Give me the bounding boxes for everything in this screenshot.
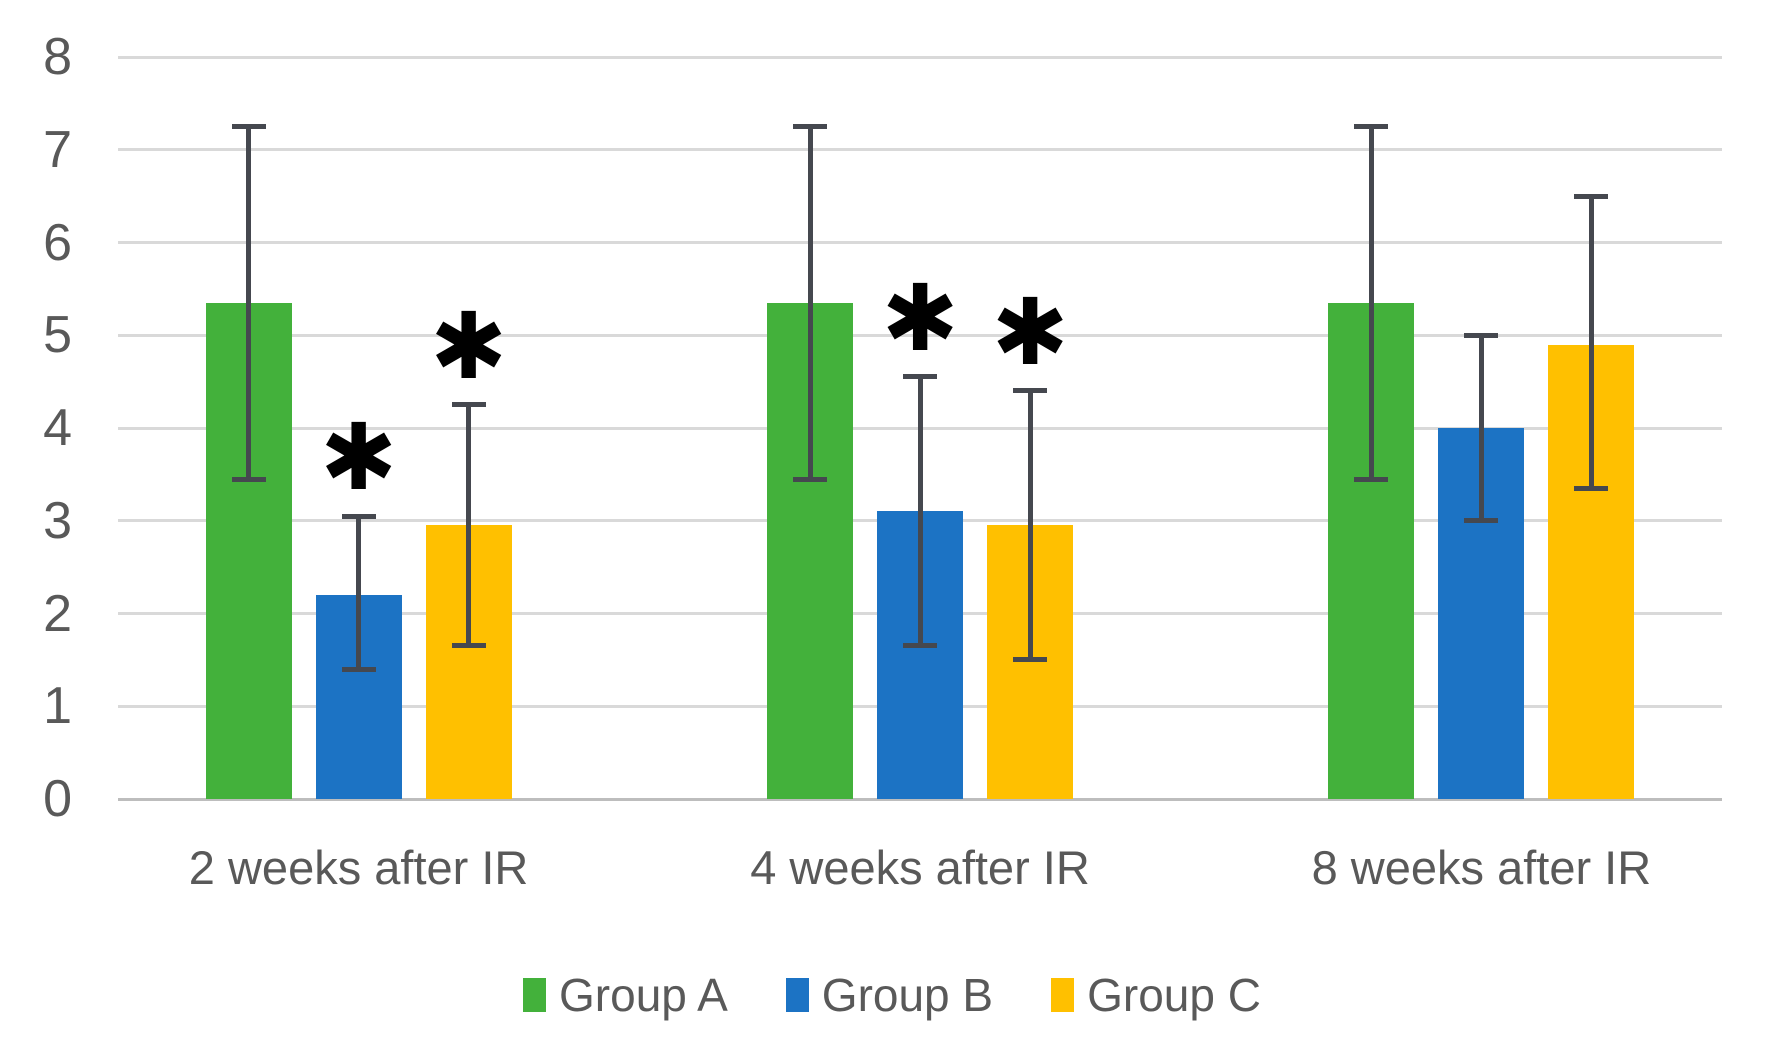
error-bar-cap-bottom (1574, 485, 1609, 491)
error-bar-group-b-8-weeks-after-ir (1478, 335, 1484, 521)
error-bar-group-a-4-weeks-after-ir (807, 126, 813, 479)
y-axis-tick-label: 7 (43, 120, 72, 179)
error-bar-cap-top (451, 402, 486, 408)
error-bar-cap-bottom (793, 476, 827, 482)
legend-swatch-group-b (785, 978, 809, 1012)
error-bar-cap-bottom (1464, 518, 1499, 524)
y-axis-tick-label: 8 (43, 28, 72, 86)
legend-label-group-a: Group A (559, 969, 728, 1021)
legend: Group A Group B Group C (0, 972, 1784, 1018)
error-bar-group-b-4-weeks-after-ir (917, 376, 923, 646)
error-bar-cap-top (1574, 193, 1609, 199)
gridline (118, 148, 1722, 152)
y-axis-tick-label: 3 (43, 491, 72, 550)
y-axis-tick-label: 5 (43, 306, 72, 365)
significance-marker: ✱ (991, 278, 1069, 386)
significance-marker: ✱ (320, 404, 398, 512)
x-axis-category-label: 4 weeks after IR (750, 841, 1090, 894)
legend-item-group-b: Group B (785, 969, 994, 1021)
error-bar-cap-bottom (903, 643, 937, 649)
y-axis-tick-label: 4 (43, 399, 72, 457)
gridline (118, 241, 1722, 244)
gridline (118, 333, 1722, 337)
legend-swatch-group-a (523, 978, 547, 1012)
error-bar-group-c-2-weeks-after-ir (466, 404, 472, 646)
y-axis-tick-label: 2 (43, 584, 72, 643)
x-axis-category-label: 2 weeks after IR (188, 841, 529, 894)
gridline (118, 55, 1722, 59)
error-bar-group-a-2-weeks-after-ir (246, 126, 252, 479)
error-bar-cap-top (793, 124, 827, 130)
y-axis-tick-label: 1 (43, 677, 72, 736)
error-bar-group-c-8-weeks-after-ir (1588, 196, 1594, 489)
significance-marker: ✱ (430, 292, 508, 400)
y-axis-tick-label: 6 (43, 213, 72, 272)
error-bar-cap-top (1354, 124, 1389, 130)
error-bar-cap-top (903, 374, 937, 380)
error-bar-group-c-4-weeks-after-ir (1027, 390, 1033, 660)
legend-label-group-c: Group C (1087, 969, 1261, 1021)
error-bar-group-b-2-weeks-after-ir (356, 516, 362, 670)
error-bar-cap-bottom (231, 476, 266, 482)
error-bar-cap-top (1013, 388, 1047, 394)
error-bar-cap-top (341, 513, 376, 519)
legend-swatch-group-c (1051, 978, 1075, 1012)
error-bar-cap-top (231, 124, 266, 130)
significance-marker: ✱ (881, 264, 959, 372)
error-bar-cap-top (1464, 332, 1499, 338)
error-bar-cap-bottom (1013, 657, 1047, 663)
legend-item-group-c: Group C (1051, 972, 1261, 1018)
y-axis-tick-label: 0 (43, 770, 72, 828)
legend-label-group-b: Group B (821, 969, 994, 1021)
x-axis-category-label: 8 weeks after IR (1311, 841, 1652, 894)
error-bar-cap-bottom (1354, 476, 1389, 482)
x-axis-line (118, 797, 1722, 801)
legend-item-group-a: Group A (523, 972, 728, 1018)
error-bar-cap-bottom (451, 643, 486, 649)
error-bar-cap-bottom (341, 666, 376, 672)
error-bar-group-a-8-weeks-after-ir (1368, 126, 1374, 479)
